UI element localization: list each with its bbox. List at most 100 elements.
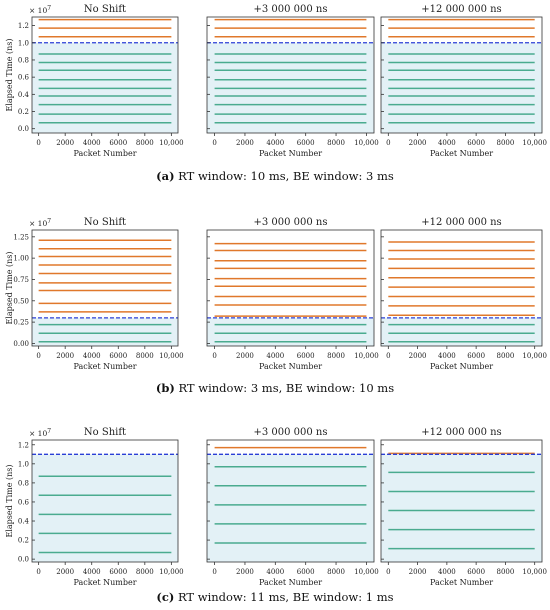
x-tick-label-r1c2-4: 8000: [327, 139, 345, 147]
x-tick-label-r2c1-3: 6000: [109, 352, 127, 360]
y-tick-label-r1c1-5: 1.0: [18, 39, 29, 47]
x-axis-label-r3c1: Packet Number: [73, 578, 136, 587]
y-tick-label-r3c1-1: 0.2: [18, 537, 29, 545]
x-tick-label-r3c3-5: 10,000: [522, 568, 547, 576]
y-exponent-power-r3c1: 7: [47, 428, 51, 435]
y-exponent-power-r1c1: 7: [47, 5, 51, 12]
panel-title-r3c2: +3 000 000 ns: [253, 427, 327, 438]
y-tick-label-r2c1-5: 1.25: [13, 233, 29, 241]
caption-c: (c) RT window: 11 ms, BE window: 1 ms: [0, 590, 550, 604]
x-tick-label-r1c3-4: 8000: [496, 139, 514, 147]
x-tick-label-r1c1-2: 4000: [83, 139, 101, 147]
x-tick-label-r3c3-0: 0: [386, 568, 390, 576]
x-tick-label-r2c1-4: 8000: [136, 352, 154, 360]
x-axis-label-r2c3: Packet Number: [430, 362, 493, 371]
x-tick-label-r3c2-2: 4000: [266, 568, 284, 576]
panel-title-r2c2: +3 000 000 ns: [253, 217, 327, 228]
y-tick-label-r3c1-2: 0.4: [18, 518, 30, 526]
x-tick-label-r2c1-0: 0: [36, 352, 40, 360]
y-exponent-r3c1: × 107: [29, 428, 51, 438]
y-tick-label-r3c1-4: 0.8: [18, 479, 29, 487]
caption-c-text: RT window: 11 ms, BE window: 1 ms: [177, 590, 394, 604]
y-tick-label-r2c1-3: 0.75: [13, 276, 29, 284]
y-tick-label-r2c1-0: 0.00: [13, 340, 29, 348]
x-tick-label-r2c1-1: 2000: [56, 352, 74, 360]
x-tick-label-r2c2-0: 0: [212, 352, 216, 360]
plot-frame-r3c2: [206, 439, 375, 563]
panel-title-r1c2: +3 000 000 ns: [253, 4, 327, 15]
y-tick-label-r1c1-3: 0.6: [18, 74, 30, 82]
y-tick-label-r2c1-2: 0.50: [13, 297, 29, 305]
plot-frame-r1c1: [31, 16, 179, 134]
rt-window-fill-r3c2: [207, 454, 374, 562]
x-tick-label-r3c1-0: 0: [36, 568, 40, 576]
plot-frame-r3c1: [31, 439, 179, 563]
y-axis-label-r3c1: Elapsed Time (ns): [5, 464, 14, 537]
plot-frame-r1c3: [380, 16, 543, 134]
x-tick-label-r2c2-3: 6000: [297, 352, 315, 360]
panel-title-r1c3: +12 000 000 ns: [421, 4, 501, 15]
caption-c-label: (c): [156, 590, 175, 604]
plot-frame-r2c2: [206, 229, 375, 347]
x-tick-label-r2c2-4: 8000: [327, 352, 345, 360]
y-tick-label-r1c1-0: 0.0: [18, 125, 29, 133]
x-tick-label-r3c3-4: 8000: [496, 568, 514, 576]
x-tick-label-r1c3-5: 10,000: [522, 139, 547, 147]
x-tick-label-r1c3-1: 2000: [409, 139, 427, 147]
panel-title-r2c3: +12 000 000 ns: [421, 217, 501, 228]
y-exponent-r1c1: × 107: [29, 5, 51, 15]
y-exponent-power-r2c1: 7: [47, 218, 51, 225]
x-tick-label-r2c3-4: 8000: [496, 352, 514, 360]
x-tick-label-r1c2-3: 6000: [297, 139, 315, 147]
caption-a-label: (a): [156, 169, 175, 183]
x-tick-label-r1c1-4: 8000: [136, 139, 154, 147]
x-tick-label-r1c2-1: 2000: [236, 139, 254, 147]
y-tick-label-r3c1-6: 1.2: [18, 441, 29, 449]
x-tick-label-r2c1-5: 10,000: [159, 352, 184, 360]
x-tick-label-r1c3-3: 6000: [467, 139, 485, 147]
x-tick-label-r3c1-4: 8000: [136, 568, 154, 576]
x-tick-label-r1c1-1: 2000: [56, 139, 74, 147]
x-tick-label-r3c1-5: 10,000: [159, 568, 184, 576]
y-tick-label-r1c1-1: 0.2: [18, 108, 29, 116]
x-tick-label-r3c3-1: 2000: [409, 568, 427, 576]
y-tick-label-r3c1-5: 1.0: [18, 460, 29, 468]
x-tick-label-r1c3-0: 0: [386, 139, 390, 147]
plot-frame-r3c3: [380, 439, 543, 563]
x-axis-label-r2c1: Packet Number: [73, 362, 136, 371]
x-tick-label-r2c2-5: 10,000: [354, 352, 379, 360]
rt-window-fill-r3c1: [32, 454, 178, 562]
x-tick-label-r3c2-5: 10,000: [354, 568, 379, 576]
x-tick-label-r1c3-2: 4000: [438, 139, 456, 147]
x-tick-label-r3c3-2: 4000: [438, 568, 456, 576]
x-tick-label-r2c1-2: 4000: [83, 352, 101, 360]
caption-b-label: (b): [155, 381, 175, 395]
x-tick-label-r3c1-3: 6000: [109, 568, 127, 576]
y-tick-label-r1c1-4: 0.8: [18, 56, 29, 64]
plot-frame-r2c1: [31, 229, 179, 347]
x-axis-label-r1c1: Packet Number: [73, 149, 136, 158]
x-tick-label-r3c3-3: 6000: [467, 568, 485, 576]
caption-a: (a) RT window: 10 ms, BE window: 3 ms: [0, 169, 550, 183]
plot-frame-r1c2: [206, 16, 375, 134]
x-tick-label-r2c3-0: 0: [386, 352, 390, 360]
y-tick-label-r2c1-4: 1.00: [13, 255, 29, 263]
rt-window-fill-r3c3: [381, 454, 542, 562]
x-axis-label-r3c3: Packet Number: [430, 578, 493, 587]
y-tick-label-r1c1-2: 0.4: [18, 91, 30, 99]
y-exponent-r2c1: × 107: [29, 218, 51, 228]
caption-a-text: RT window: 10 ms, BE window: 3 ms: [178, 169, 394, 183]
x-tick-label-r1c1-3: 6000: [109, 139, 127, 147]
y-axis-label-r1c1: Elapsed Time (ns): [5, 38, 14, 111]
x-axis-label-r1c3: Packet Number: [430, 149, 493, 158]
x-tick-label-r2c3-5: 10,000: [522, 352, 547, 360]
y-tick-label-r1c1-6: 1.2: [18, 22, 29, 30]
caption-b-text: RT window: 3 ms, BE window: 10 ms: [178, 381, 395, 395]
panel-title-r2c1: No Shift: [84, 217, 126, 228]
panel-title-r3c1: No Shift: [84, 427, 126, 438]
x-tick-label-r3c2-1: 2000: [236, 568, 254, 576]
x-tick-label-r2c3-3: 6000: [467, 352, 485, 360]
y-tick-label-r2c1-1: 0.25: [13, 319, 29, 327]
x-tick-label-r3c2-0: 0: [212, 568, 216, 576]
